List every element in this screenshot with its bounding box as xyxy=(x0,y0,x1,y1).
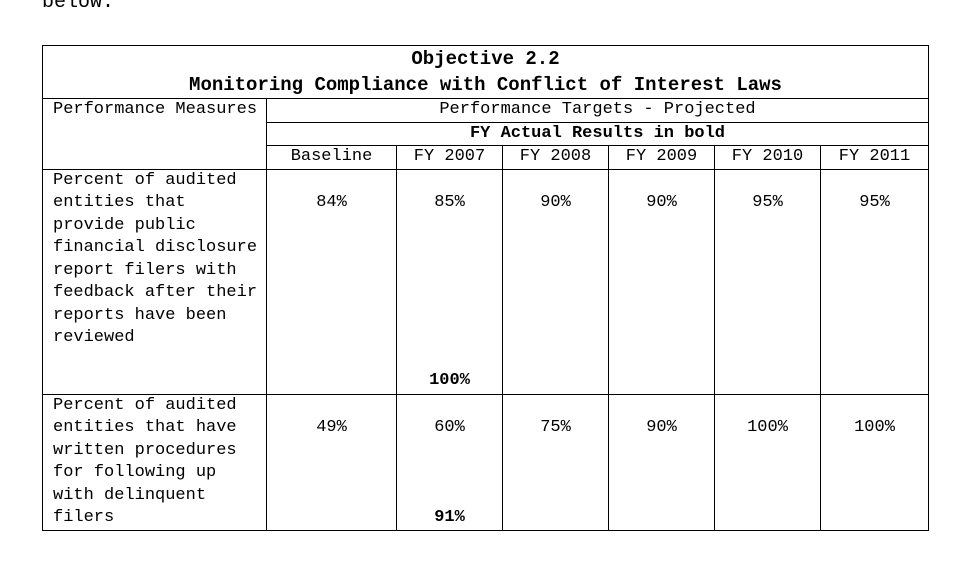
targets-header: Performance Targets - Projected xyxy=(266,98,929,123)
target-fy2007: 60% xyxy=(434,417,465,437)
value-fy2009: 90% xyxy=(608,168,715,395)
value-fy2008: 90% xyxy=(502,168,609,395)
year-header-2010: FY 2010 xyxy=(714,145,821,170)
objective-table: Objective 2.2 Monitoring Compliance with… xyxy=(42,45,929,531)
measure-written-procedures: Percent of audited entities that have wr… xyxy=(42,393,267,531)
table-title: Objective 2.2 xyxy=(411,48,560,70)
year-header-2008: FY 2008 xyxy=(502,145,609,170)
actual-fy2007: 91% xyxy=(434,507,465,527)
value-fy2007: 85% 100% xyxy=(396,168,503,395)
value-fy2011: 95% xyxy=(820,168,929,395)
year-header-2011: FY 2011 xyxy=(820,145,929,170)
performance-measures-header: Performance Measures xyxy=(42,98,267,170)
year-header-baseline: Baseline xyxy=(266,145,397,170)
target-fy2007: 85% xyxy=(434,192,465,212)
value-fy2010: 100% xyxy=(714,393,821,531)
value-baseline: 84% xyxy=(266,168,397,395)
year-header-2009: FY 2009 xyxy=(608,145,715,170)
value-fy2011: 100% xyxy=(820,393,929,531)
actual-results-header: FY Actual Results in bold xyxy=(266,121,929,146)
table-subtitle: Monitoring Compliance with Conflict of I… xyxy=(189,74,782,96)
year-header-2007: FY 2007 xyxy=(396,145,503,170)
table-row: Percent of audited entities that have wr… xyxy=(42,393,929,531)
intro-text: below: xyxy=(42,0,115,14)
value-fy2008: 75% xyxy=(502,393,609,531)
table-title-cell: Objective 2.2 Monitoring Compliance with… xyxy=(42,45,929,99)
table-row: Percent of audited entities that provide… xyxy=(42,168,929,395)
value-baseline: 49% xyxy=(266,393,397,531)
value-fy2007: 60% 91% xyxy=(396,393,503,531)
value-fy2010: 95% xyxy=(714,168,821,395)
measure-feedback: Percent of audited entities that provide… xyxy=(42,168,267,395)
actual-fy2007: 100% xyxy=(429,370,470,390)
value-fy2009: 90% xyxy=(608,393,715,531)
